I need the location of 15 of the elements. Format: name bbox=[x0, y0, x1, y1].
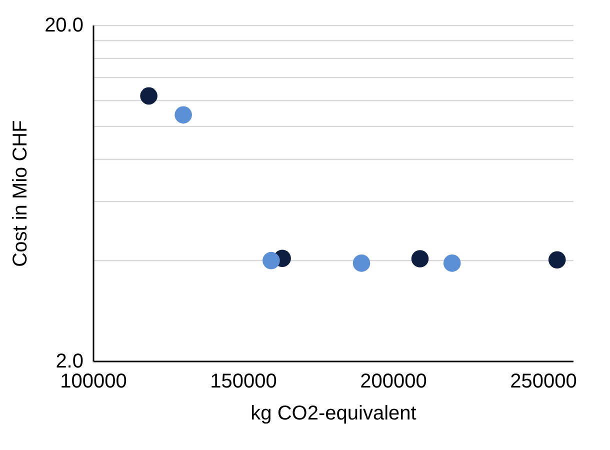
point bbox=[262, 252, 280, 270]
point bbox=[548, 251, 566, 268]
y-tick-label: 2.0 bbox=[56, 350, 84, 372]
x-tick-label: 250000 bbox=[510, 370, 577, 392]
x-tick-label: 200000 bbox=[360, 370, 427, 392]
point bbox=[174, 106, 192, 124]
y-axis-title: Cost in Mio CHF bbox=[10, 120, 32, 267]
point bbox=[352, 254, 370, 272]
x-axis-title: kg CO2-equivalent bbox=[250, 402, 417, 424]
x-tick-label: 150000 bbox=[210, 370, 277, 392]
point bbox=[140, 87, 158, 105]
point bbox=[411, 250, 429, 268]
x-tick-label: 100000 bbox=[60, 370, 127, 392]
y-tick-label: 20.0 bbox=[44, 14, 84, 36]
point bbox=[443, 254, 461, 272]
